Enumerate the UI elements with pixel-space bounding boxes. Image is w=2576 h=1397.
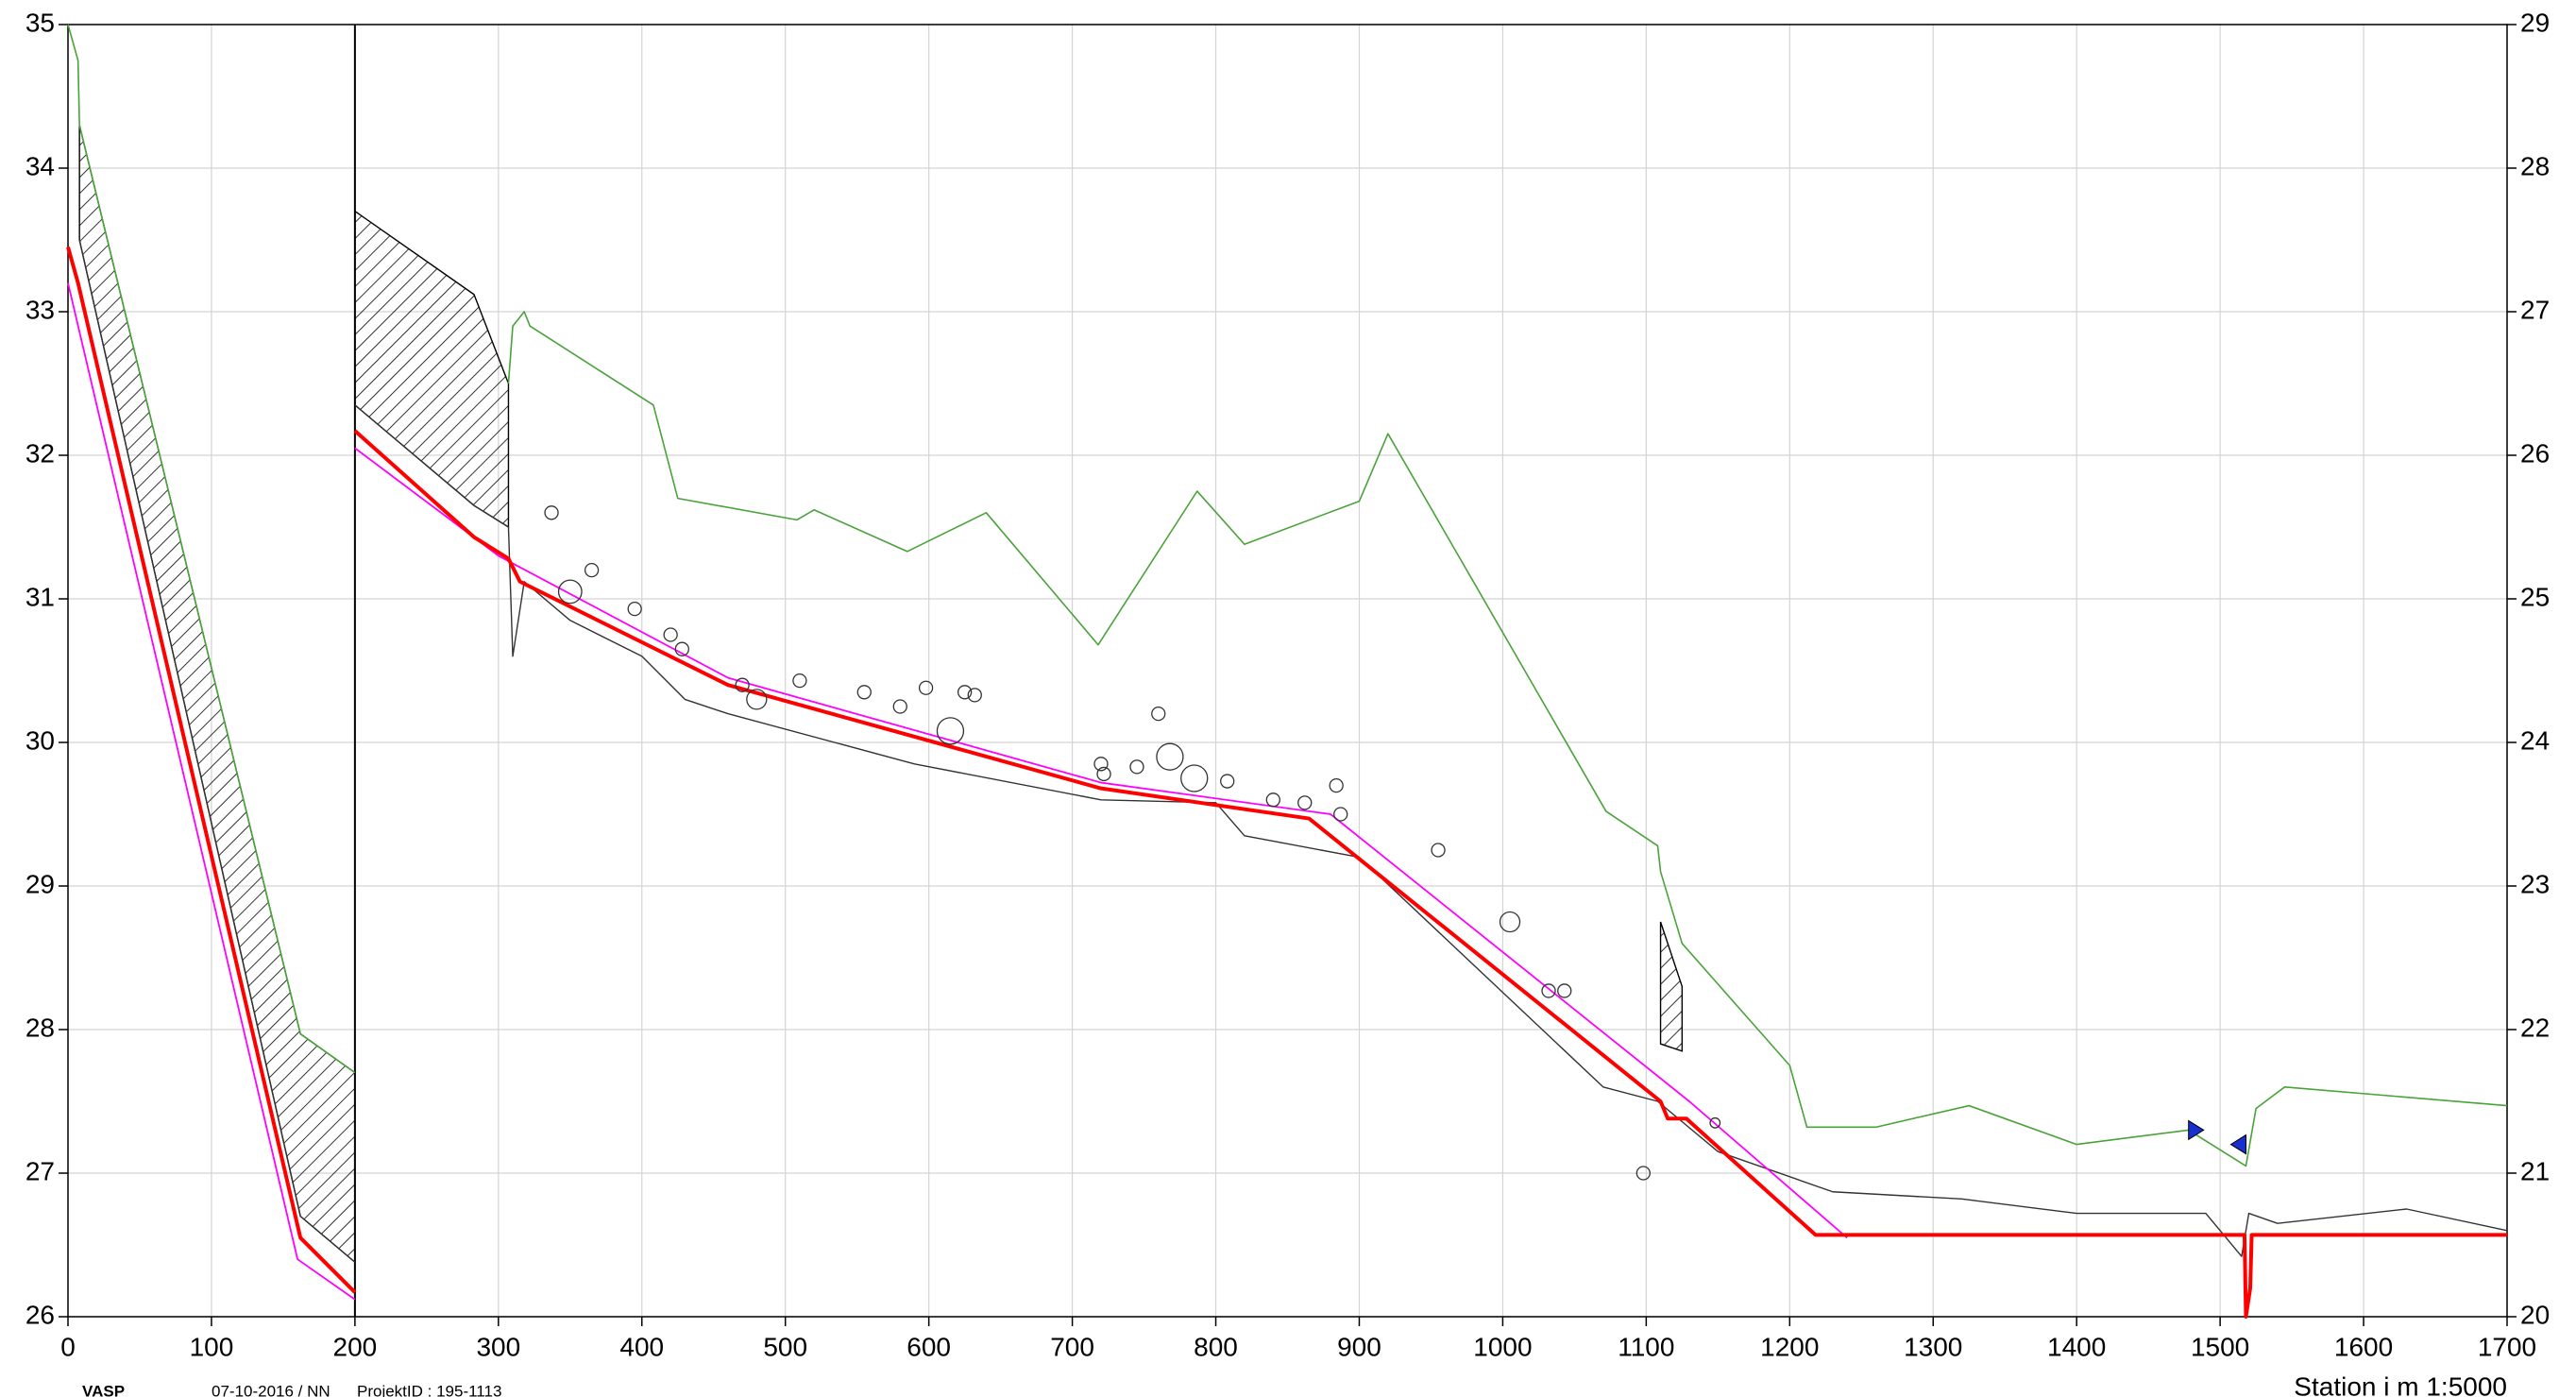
x-tick-label: 1000: [1473, 1332, 1532, 1361]
point: [544, 505, 559, 520]
hatched-area: [354, 210, 510, 529]
point: [856, 685, 872, 700]
footer-date: 07-10-2016 / NN: [212, 1382, 330, 1397]
x-tick-label: 1100: [1618, 1332, 1674, 1361]
footer-brand: VASP: [82, 1382, 125, 1397]
point: [1297, 795, 1313, 810]
point: [1557, 983, 1572, 998]
profile-line: [507, 311, 2508, 1167]
point: [936, 717, 965, 745]
point: [746, 689, 768, 710]
point: [1499, 911, 1521, 933]
x-tick-label: 100: [190, 1332, 234, 1361]
x-axis-label: Station i m 1:5000: [2294, 1371, 2507, 1397]
point: [1093, 757, 1109, 772]
point: [967, 688, 982, 703]
profile-line: [353, 429, 2507, 1319]
y2-tick-label: 20: [2520, 1300, 2550, 1329]
profile-line: [66, 247, 357, 1294]
x-tick-label: 1400: [2047, 1332, 2106, 1361]
plot-frame: [67, 24, 2508, 1318]
point: [792, 673, 807, 689]
x-tick-label: 1200: [1760, 1332, 1819, 1361]
x-tick-label: 1600: [2334, 1332, 2393, 1361]
profile-line: [67, 282, 356, 1301]
point: [627, 601, 642, 617]
y2-tick-label: 22: [2520, 1013, 2550, 1042]
y2-tick-label: 26: [2520, 438, 2550, 468]
point: [1265, 792, 1280, 808]
y2-tick-label: 24: [2520, 725, 2550, 755]
point: [1220, 774, 1235, 789]
profile-line: [354, 447, 1848, 1239]
x-tick-label: 400: [619, 1332, 664, 1361]
point: [1096, 766, 1111, 782]
x-tick-label: 600: [907, 1332, 951, 1361]
y-tick-label: 26: [25, 1300, 55, 1329]
profile-line: [354, 404, 2508, 1257]
x-tick-label: 700: [1050, 1332, 1094, 1361]
point: [918, 680, 934, 695]
flag: [2229, 1133, 2246, 1155]
point: [1329, 777, 1344, 793]
y2-tick-label: 25: [2520, 582, 2550, 611]
y-tick-label: 29: [25, 869, 55, 898]
point: [663, 627, 678, 642]
point: [1180, 764, 1209, 792]
point: [1431, 843, 1446, 858]
y-tick-label: 28: [25, 1013, 55, 1042]
y2-tick-label: 21: [2520, 1156, 2550, 1185]
x-tick-label: 800: [1194, 1332, 1238, 1361]
x-tick-label: 1300: [1904, 1332, 1962, 1361]
x-tick-label: 0: [60, 1332, 76, 1361]
x-tick-label: 300: [476, 1332, 520, 1361]
y2-tick-label: 29: [2520, 8, 2550, 37]
footer-project: ProjektID : 195-1113: [357, 1382, 501, 1397]
point: [557, 579, 583, 605]
hatched-area: [1659, 921, 1684, 1052]
y-tick-label: 34: [25, 151, 55, 180]
point: [892, 699, 907, 714]
y-tick-label: 30: [25, 725, 55, 755]
x-tick-label: 200: [333, 1332, 378, 1361]
point: [1333, 807, 1348, 822]
x-tick-label: 900: [1337, 1332, 1381, 1361]
y2-tick-label: 23: [2520, 869, 2550, 898]
y-tick-label: 32: [25, 438, 55, 468]
point: [1129, 759, 1144, 775]
y-tick-label: 27: [25, 1156, 55, 1185]
point: [1541, 983, 1556, 998]
profile-line: [67, 24, 356, 1074]
point: [1635, 1166, 1651, 1181]
x-tick-label: 1500: [2191, 1332, 2249, 1361]
point: [1151, 706, 1166, 722]
point: [584, 562, 600, 578]
flag: [2188, 1119, 2205, 1141]
y2-tick-label: 28: [2520, 151, 2550, 180]
point: [735, 677, 750, 692]
x-tick-label: 1700: [2478, 1332, 2536, 1361]
y-tick-label: 35: [25, 8, 55, 37]
point: [1156, 742, 1184, 771]
point: [1709, 1116, 1721, 1129]
x-tick-label: 500: [763, 1332, 807, 1361]
y-tick-label: 31: [25, 582, 55, 611]
point: [674, 641, 689, 656]
y2-tick-label: 27: [2520, 295, 2550, 324]
point: [957, 685, 973, 700]
profile-line: [78, 239, 356, 1263]
y-tick-label: 33: [25, 295, 55, 324]
